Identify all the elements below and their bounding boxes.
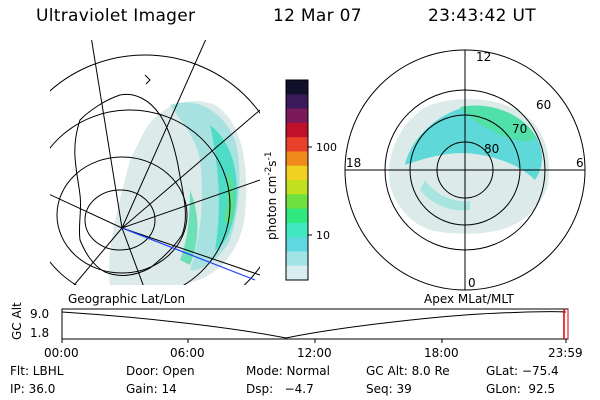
polar-grid — [344, 49, 586, 291]
timeline-xtick-2359: 23:59 — [548, 346, 583, 360]
timeline-ytick-bottom: 1.8 — [30, 326, 50, 340]
timeline-plot[interactable] — [60, 307, 572, 343]
geo-graticule — [50, 40, 260, 285]
instrument-title: Ultraviolet Imager — [36, 6, 196, 26]
colorbar-tick-10: 10 — [316, 229, 330, 242]
gain-status: Gain: 14 — [126, 382, 177, 396]
colorbar-tick-100: 100 — [316, 141, 337, 154]
colorbar: photon cm-2s-1 — [264, 79, 312, 281]
colorbar-frame — [285, 79, 309, 281]
door-status: Door: Open — [126, 364, 195, 378]
aurora-emission-geo — [109, 101, 247, 285]
colorbar-swatch — [286, 180, 308, 195]
terminator-line — [121, 227, 256, 281]
aurora-emission-polar — [389, 99, 550, 234]
timeline-xtick-0600: 06:00 — [170, 346, 205, 360]
altitude-curve — [61, 311, 567, 339]
mlt-label-12: 12 — [476, 50, 491, 64]
timeline-xtick-1800: 18:00 — [424, 346, 459, 360]
geographic-map — [50, 40, 260, 285]
timeline-ylabel: GC Alt — [10, 302, 24, 340]
seq-status: Seq: 39 — [366, 382, 412, 396]
mlat-label-70: 70 — [512, 122, 527, 136]
colorbar-swatch — [286, 122, 308, 138]
colorbar-swatch — [286, 80, 308, 95]
mlt-label-18: 18 — [346, 156, 361, 170]
colorbar-swatch — [286, 208, 308, 224]
colorbar-swatches — [286, 80, 308, 281]
gcalt-status: GC Alt: 8.0 Re — [366, 364, 450, 378]
timeline-xtick-0000: 00:00 — [44, 346, 79, 360]
dsp-status: Dsp: −4.7 — [246, 382, 314, 396]
mlat-label-60: 60 — [536, 98, 551, 112]
date-label: 12 Mar 07 — [273, 6, 362, 26]
timeline-xtick-1200: 12:00 — [297, 346, 332, 360]
continent-outline — [74, 93, 186, 276]
colorbar-swatch — [286, 222, 308, 238]
colorbar-swatch — [286, 108, 308, 124]
mlt-label-0: 0 — [468, 276, 476, 290]
time-label: 23:43:42 UT — [428, 6, 536, 26]
filter-status: Flt: LBHL — [10, 364, 64, 378]
colorbar-swatch — [286, 194, 308, 210]
mlt-label-6: 6 — [576, 156, 584, 170]
colorbar-unit-label: photon cm-2s-1 — [264, 151, 279, 240]
colorbar-swatch — [286, 137, 308, 152]
mode-status: Mode: Normal — [246, 364, 330, 378]
polar-map-caption: Apex MLat/MLT — [424, 292, 514, 306]
colorbar-swatch — [286, 94, 308, 110]
colorbar-swatch — [286, 165, 308, 181]
colorbar-swatch — [286, 237, 308, 252]
colorbar-swatch — [286, 265, 308, 281]
polar-map: 12 18 6 0 60 70 80 — [344, 49, 586, 291]
mlat-label-80: 80 — [484, 142, 499, 156]
glon-status: GLon: 92.5 — [486, 382, 556, 396]
timeline-ytick-top: 9.0 — [30, 307, 50, 321]
geo-map-caption: Geographic Lat/Lon — [68, 292, 186, 306]
colorbar-swatch — [286, 151, 308, 167]
glat-status: GLat: −75.4 — [486, 364, 559, 378]
colorbar-swatch — [286, 251, 308, 267]
ip-status: IP: 36.0 — [10, 382, 56, 396]
